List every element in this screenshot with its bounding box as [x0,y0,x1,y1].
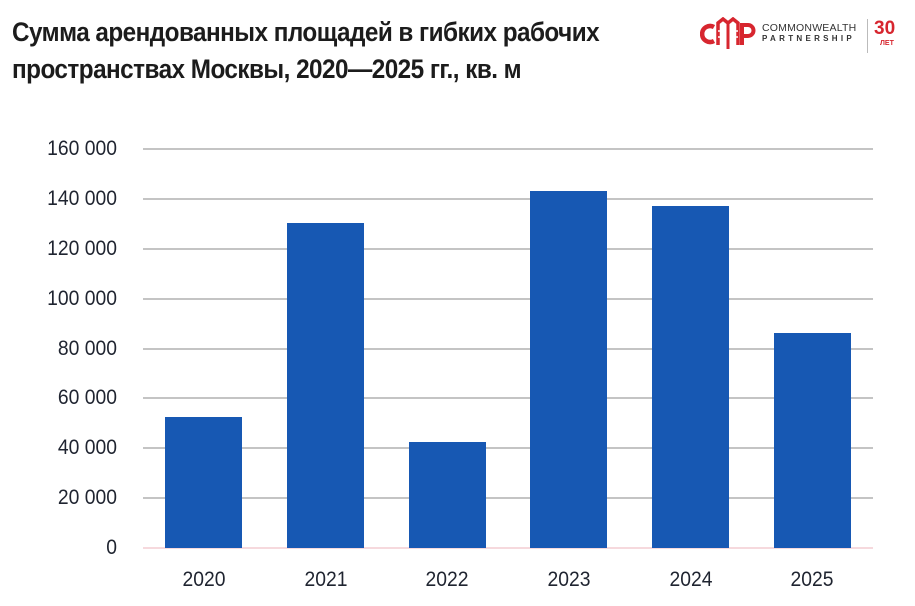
y-gridline [143,347,873,350]
y-gridline [143,247,873,250]
y-gridline [143,397,873,400]
logo-wordmark: COMMONWEALTH PARTNERSHIP [762,23,856,44]
bar-2021 [287,222,364,548]
bar-2022 [408,442,486,548]
y-gridline [143,297,873,300]
y-gridline [143,148,873,150]
bar-2025 [773,333,851,548]
x-axis-tick-label: 2023 [547,568,591,591]
x-axis-tick-label: 2024 [669,568,712,591]
x-axis-tick-label: 2021 [304,568,347,591]
y-axis-tick-label: 40 000 [57,436,117,460]
logo-anniversary-number: 30 [874,18,896,39]
x-axis-tick-label: 2022 [425,568,469,591]
logo-anniversary-label: ЛЕТ [880,40,894,47]
y-axis-tick-label: 0 [106,536,117,559]
x-axis-tick-label: 2020 [182,568,226,591]
y-axis-tick-label: 100 000 [47,286,118,310]
y-axis-tick-label: 160 000 [47,137,118,160]
y-axis-tick-label: 80 000 [57,336,117,360]
cmp-logo-mark-icon [700,17,756,49]
y-gridline [143,447,873,450]
y-axis-tick-label: 60 000 [57,386,117,410]
y-axis-tick-label: 20 000 [57,486,117,510]
y-axis-tick-label: 120 000 [47,236,118,260]
bar-2024 [652,205,729,548]
bar-2020 [165,417,243,548]
y-gridline [143,197,873,200]
chart-title-line-1: Сумма арендованных площадей в гибких раб… [12,17,600,47]
chart-title-line-2: пространствах Москвы, 2020—2025 гг., кв.… [12,54,522,84]
bar-2023 [530,190,608,548]
x-axis-tick-label: 2025 [790,568,834,591]
x-axis-baseline [143,547,873,549]
y-gridline [143,497,873,500]
y-axis-tick-label: 140 000 [47,186,118,210]
logo-name-line-2: PARTNERSHIP [762,34,856,43]
logo-divider [867,19,868,53]
chart-title: Сумма арендованных площадей в гибких раб… [12,14,624,88]
logo-name-line-1: COMMONWEALTH [762,22,857,34]
company-logo: COMMONWEALTH PARTNERSHIP 30 ЛЕТ [700,17,910,53]
